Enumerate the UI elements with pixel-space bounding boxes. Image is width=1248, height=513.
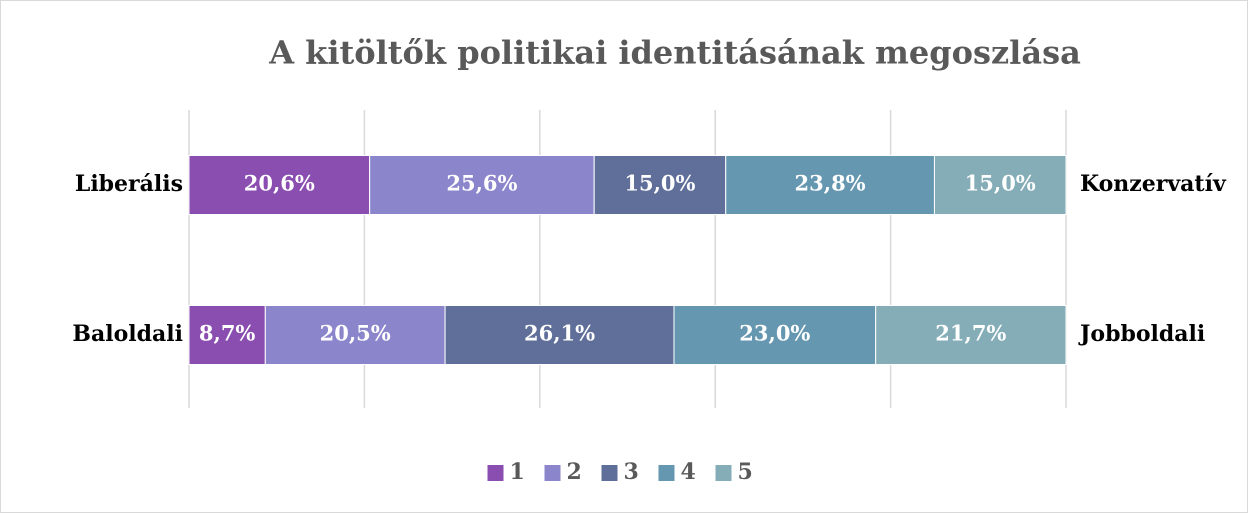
value-label: 23,0%	[739, 321, 810, 346]
category-label: Liberális	[75, 171, 183, 197]
value-label: 15,0%	[624, 171, 695, 196]
legend-label: 1	[510, 459, 525, 485]
chart-title: A kitöltők politikai identitásának megos…	[268, 34, 1081, 72]
legend-label: 5	[738, 459, 753, 485]
bar-segment	[933, 155, 1067, 215]
value-label: 25,6%	[446, 171, 517, 196]
value-label: 20,5%	[320, 321, 391, 346]
value-label: 26,1%	[524, 321, 595, 346]
legend-label: 3	[624, 459, 639, 485]
value-label: 15,0%	[965, 171, 1036, 196]
bar-segment	[444, 305, 675, 365]
legend-swatch	[487, 465, 504, 481]
bar-segment	[673, 305, 877, 365]
value-label: 21,7%	[935, 321, 1006, 346]
legend-label: 4	[681, 459, 696, 485]
bar-segment	[264, 305, 446, 365]
legend-swatch	[715, 465, 732, 481]
bar-segment	[188, 155, 371, 215]
value-label: 23,8%	[795, 171, 866, 196]
bar-segment	[725, 155, 935, 215]
value-label: 20,6%	[244, 171, 315, 196]
bar-segment	[188, 305, 266, 365]
legend-swatch	[601, 465, 618, 481]
category-label-right: Jobboldali	[1078, 321, 1205, 347]
category-label: Baloldali	[72, 321, 183, 347]
category-label-right: Konzervatív	[1080, 171, 1227, 197]
value-label: 8,7%	[199, 321, 256, 346]
bar-segment	[875, 305, 1067, 365]
legend-label: 2	[567, 459, 582, 485]
legend-swatch	[658, 465, 675, 481]
legend-swatch	[544, 465, 561, 481]
